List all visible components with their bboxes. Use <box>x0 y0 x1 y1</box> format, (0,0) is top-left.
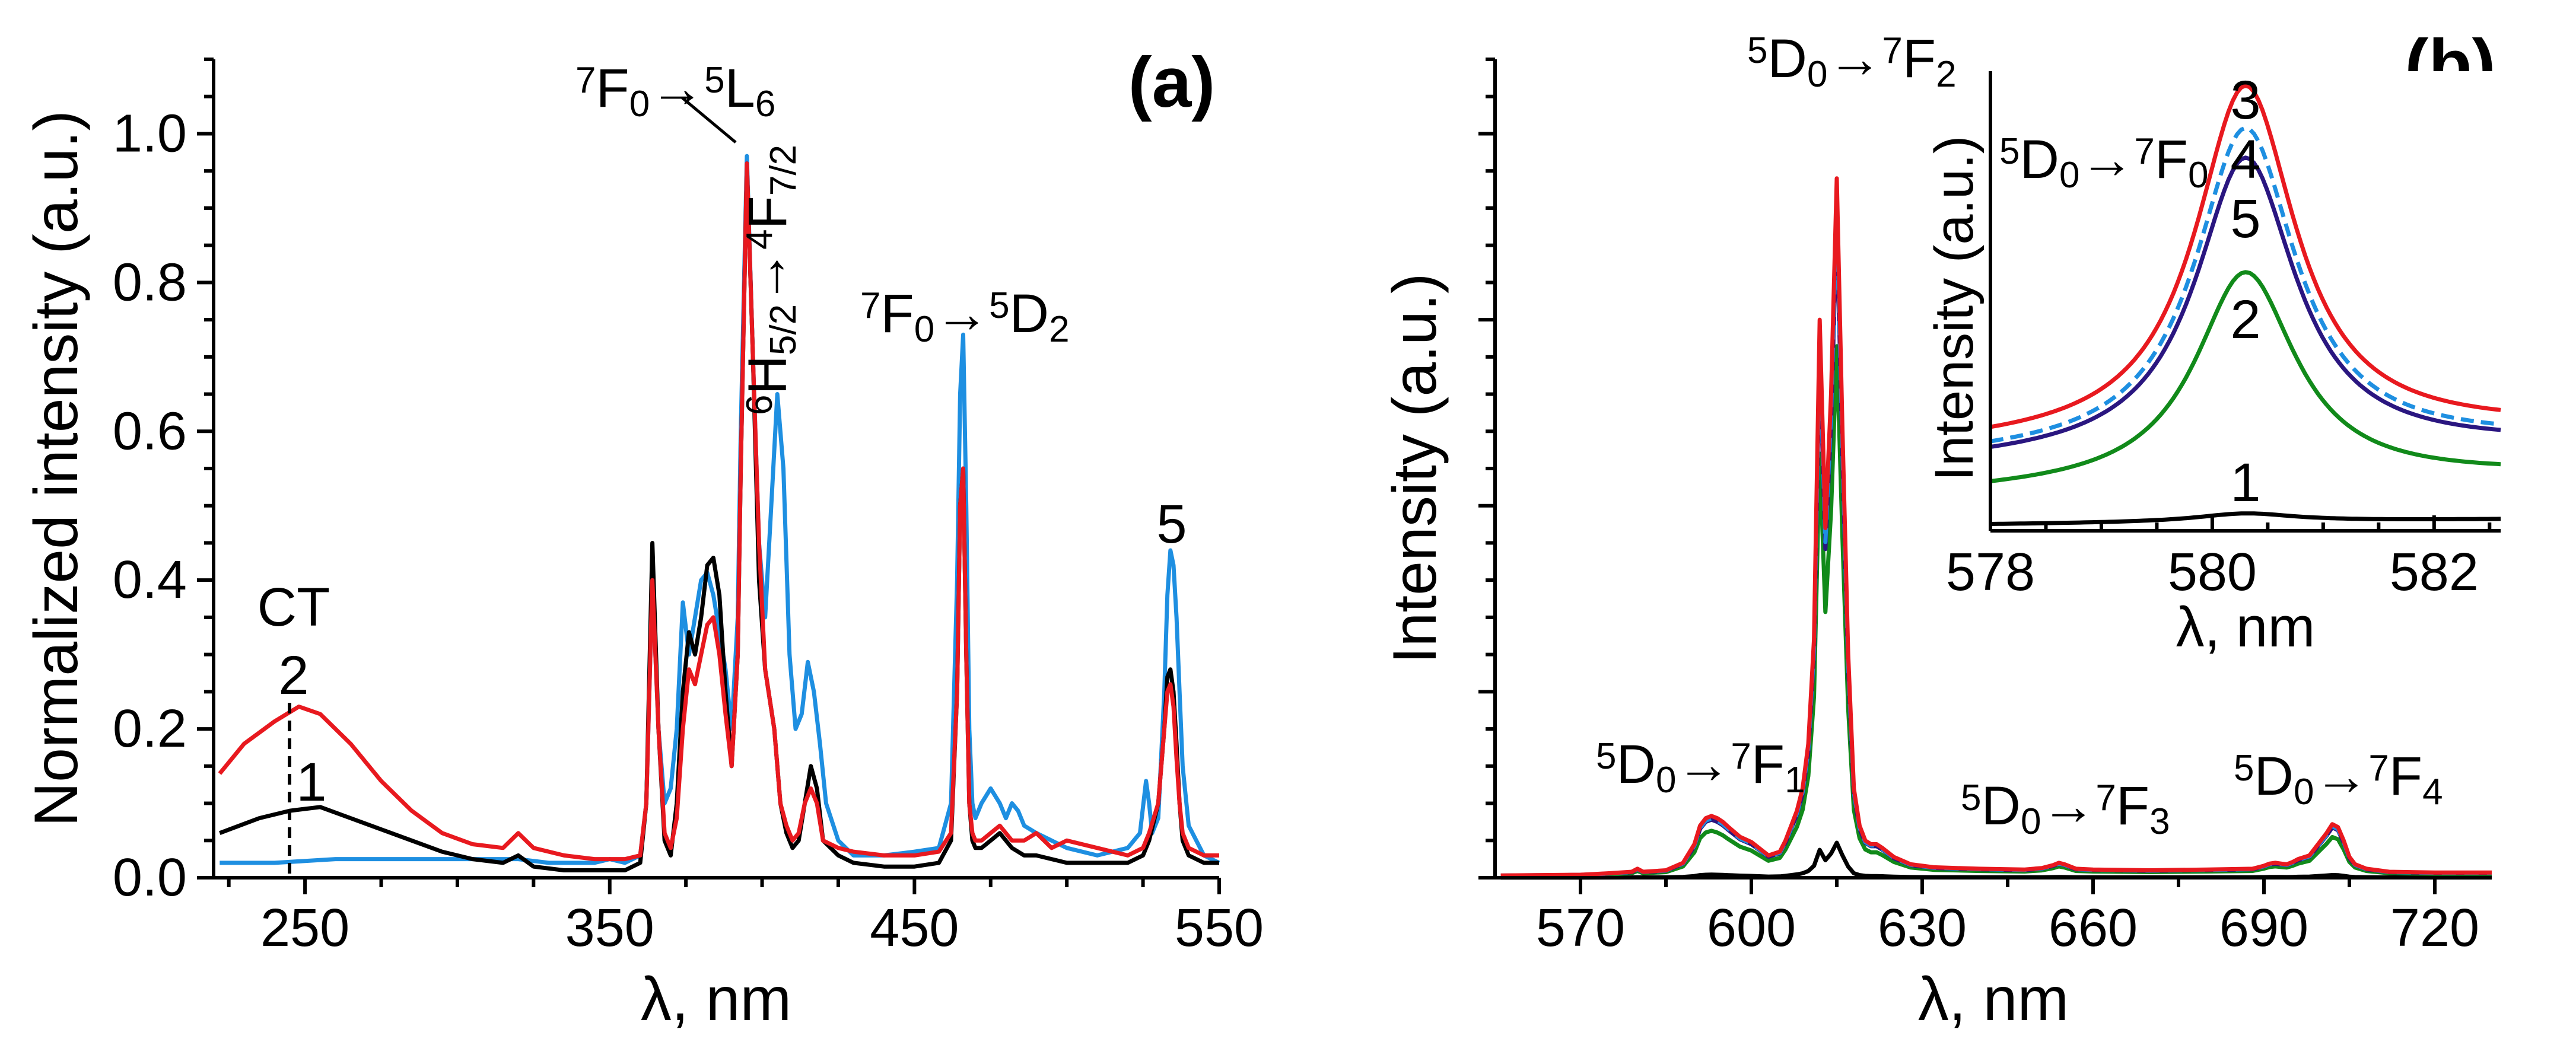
inset-x-tick-label: 578 <box>1946 543 2035 602</box>
annotation-5d0-7f1: 5D0→7F1 <box>1596 734 1805 801</box>
peak-annotation-7f0-5d2: 7F0→5D2 <box>860 283 1070 350</box>
inset-x-tick-label: 582 <box>2390 543 2479 602</box>
curve-label-1: 1 <box>296 752 326 812</box>
panel-a-x-tick-label: 350 <box>565 898 654 958</box>
annotation-5d0-7f4: 5D0→7F4 <box>2234 746 2443 812</box>
ct-label: CT <box>257 577 330 638</box>
panel-b-x-tick-label: 660 <box>2049 898 2138 958</box>
panel-a-y-tick-label: 0.8 <box>113 253 187 312</box>
panel-a-ticks: 0.0 0.2 0.4 0.6 0.8 1.0 250 350 450 550 <box>113 58 1264 958</box>
peak-annotation-6h-4f: 6H5/2→4F7/2 <box>737 145 804 415</box>
panel-a-curves <box>218 154 1220 872</box>
panel-a-x-label: λ, nm <box>641 965 791 1034</box>
peak-annotation-7f0-5l6: 7F0→5L6 <box>575 58 775 125</box>
panel-b: 570 600 630 660 690 720 (b) λ, nm Intensity (… <box>1381 25 2496 1034</box>
panel-a-y-label: Normalized intensity (a.u.) <box>22 110 91 827</box>
panel-b-x-tick-label: 570 <box>1536 898 1625 958</box>
panel-b-x-tick-label: 630 <box>1878 898 1967 958</box>
inset-ticks: 578 580 582 <box>1946 515 2492 602</box>
panel-a-label: (a) <box>1128 43 1216 122</box>
inset-curve-label-5: 5 <box>2230 189 2260 249</box>
panel-a-y-tick-label: 0.4 <box>113 550 187 610</box>
curve-label-5: 5 <box>1156 494 1187 555</box>
panel-b-x-tick-label: 720 <box>2390 898 2479 958</box>
panel-a-series-5 <box>220 154 1220 865</box>
inset-curve-label-2: 2 <box>2230 289 2260 350</box>
inset-series-2 <box>1990 270 2501 483</box>
inset-x-tick-label: 580 <box>2168 543 2257 602</box>
annotation-5d0-7f2: 5D0→7F2 <box>1747 28 1957 95</box>
peak-pointer-line <box>681 97 737 144</box>
panel-b-x-label: λ, nm <box>1918 965 2069 1034</box>
annotation-5d0-7f3: 5D0→7F3 <box>1961 776 2170 842</box>
panel-a-y-tick-label: 0.2 <box>113 699 187 759</box>
inset-plot: 578 580 582 1 2 543 λ, nm Intensity (a.u.) 5… <box>1924 70 2504 659</box>
inset-series-3 <box>1990 83 2501 429</box>
panel-b-y-label: Intensity (a.u.) <box>1381 273 1449 664</box>
inset-annotation-5d0-7f0: 5D0→7F0 <box>1999 129 2209 196</box>
inset-y-label: Intensity (a.u.) <box>1924 136 1985 482</box>
panel-b-x-tick-label: 690 <box>2219 898 2308 958</box>
panel-a-x-tick-label: 550 <box>1175 898 1264 958</box>
panel-a: 0.0 0.2 0.4 0.6 0.8 1.0 250 350 450 550 (a) λ, nm… <box>22 43 1264 1034</box>
panel-b-series-2 <box>1500 344 2492 878</box>
panel-a-y-tick-label: 1.0 <box>113 104 187 163</box>
inset-curve-label-4: 4 <box>2230 129 2260 190</box>
inset-curve-label-3: 3 <box>2230 70 2260 130</box>
curve-label-2: 2 <box>278 645 309 706</box>
panel-a-y-tick-label: 0.0 <box>113 848 187 907</box>
panel-b-ticks: 570 600 630 660 690 720 <box>1478 58 2479 958</box>
panel-a-x-tick-label: 250 <box>260 898 349 958</box>
inset-series-5 <box>1990 155 2501 449</box>
panel-a-x-tick-label: 450 <box>870 898 959 958</box>
inset-curves: 1 2 543 <box>1990 70 2501 526</box>
panel-b-x-tick-label: 600 <box>1707 898 1796 958</box>
inset-series-4 <box>1990 126 2501 444</box>
panel-a-series-1 <box>219 161 1219 872</box>
panel-b-series-3 <box>1500 176 2492 878</box>
panel-a-series-2 <box>218 161 1219 862</box>
inset-series-1 <box>1990 511 2501 526</box>
panel-a-y-tick-label: 0.6 <box>113 401 187 461</box>
inset-x-label: λ, nm <box>2176 595 2316 659</box>
inset-curve-label-1: 1 <box>2230 453 2260 513</box>
